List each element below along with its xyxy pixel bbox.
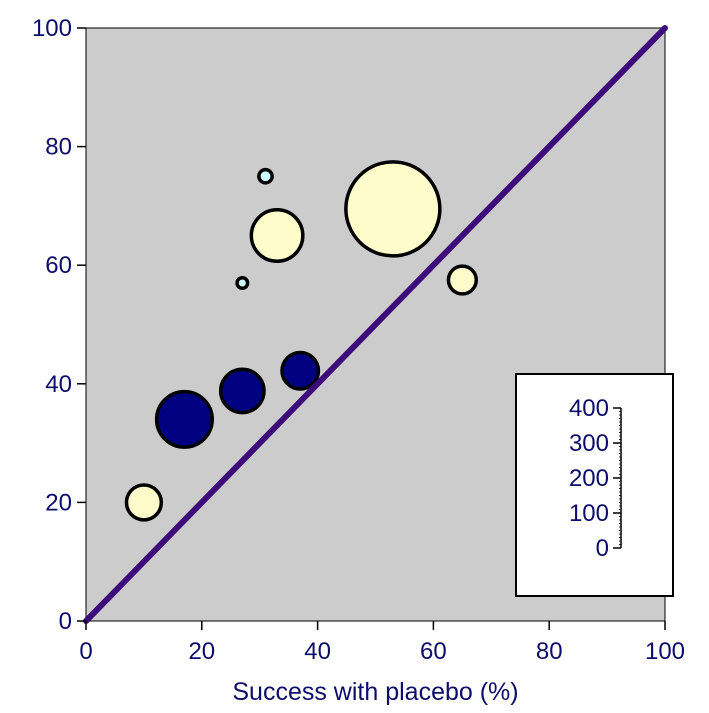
y-axis: 0 20 40 60 80 100 bbox=[32, 15, 86, 635]
size-legend-label: 400 bbox=[569, 395, 609, 422]
x-tick-label: 20 bbox=[188, 638, 215, 665]
identity-line bbox=[83, 25, 668, 624]
size-legend-label: 300 bbox=[569, 430, 609, 457]
bubble-point-s2-0 bbox=[257, 167, 274, 185]
y-tick-label: 20 bbox=[45, 489, 72, 516]
x-tick-label: 40 bbox=[304, 638, 331, 665]
size-legend-label: 200 bbox=[569, 465, 609, 492]
bubble-point-s0-0 bbox=[344, 160, 442, 258]
x-tick-label: 0 bbox=[79, 638, 92, 665]
bubble-point-s0-2 bbox=[124, 483, 164, 522]
x-axis-label: Success with placebo (%) bbox=[232, 678, 518, 706]
size-legend: 400 300 200 100 0 bbox=[515, 373, 674, 597]
bubble-point-s2-1 bbox=[235, 275, 250, 290]
bubble-point-s0-3 bbox=[446, 264, 479, 296]
y-tick-label: 100 bbox=[32, 15, 72, 42]
y-tick-label: 60 bbox=[45, 252, 72, 279]
y-tick-label: 40 bbox=[45, 371, 72, 398]
y-tick-label: 0 bbox=[59, 608, 72, 635]
bubble-point-s0-1 bbox=[249, 208, 305, 264]
bubble-point-s1-2 bbox=[280, 350, 321, 391]
x-axis: 0 20 40 60 80 100 bbox=[79, 621, 685, 665]
x-tick-label: 100 bbox=[645, 638, 685, 665]
size-legend-box bbox=[515, 373, 674, 597]
bubble-point-s1-0 bbox=[154, 389, 214, 449]
x-tick-label: 60 bbox=[420, 638, 447, 665]
y-tick-label: 80 bbox=[45, 134, 72, 161]
bubble-group bbox=[124, 160, 479, 522]
size-legend-label: 0 bbox=[596, 535, 609, 562]
x-tick-label: 80 bbox=[536, 638, 563, 665]
size-legend-label: 100 bbox=[569, 500, 609, 527]
bubble-point-s1-1 bbox=[218, 367, 266, 415]
